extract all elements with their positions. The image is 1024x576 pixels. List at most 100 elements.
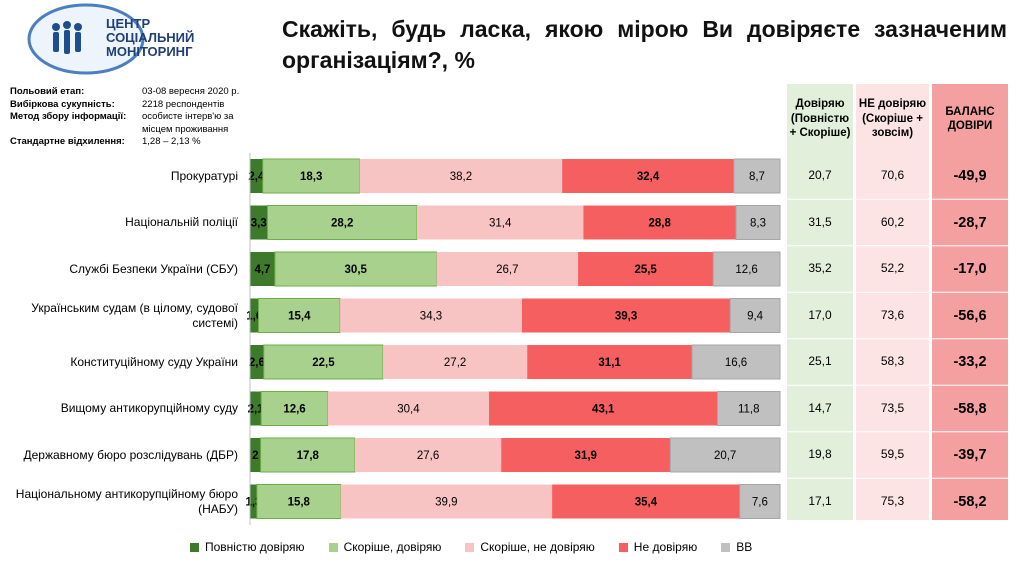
data-label-hard-to-say: 7,6	[752, 497, 768, 509]
bar-segment-rather-trust	[274, 251, 438, 287]
legend-label: Повністю довіряю	[205, 540, 305, 554]
data-label-rather-distrust: 38,2	[450, 171, 472, 183]
bar-segment-distrust	[521, 298, 731, 333]
meta-key: Вибіркова сукупність:	[10, 98, 115, 110]
category-label: Вищому антикорупційному суду	[60, 401, 238, 415]
distrust-total-cell: 73,5	[880, 400, 905, 415]
legend-item: ВВ	[721, 540, 752, 554]
data-label-rather-trust: 18,3	[300, 171, 322, 183]
bar-segment-distrust	[583, 205, 737, 240]
data-label-distrust: 28,8	[648, 218, 671, 230]
legend-swatch	[328, 542, 338, 552]
bar-segment-fully-trust	[250, 484, 257, 519]
balance-cell: -49,9	[953, 168, 987, 184]
bar-segment-rather-trust	[262, 158, 361, 194]
trust-total-cell: 14,7	[808, 400, 832, 415]
data-label-distrust: 35,4	[635, 497, 658, 509]
bar-segment-hard-to-say	[669, 437, 781, 473]
data-label-rather-distrust: 27,6	[417, 450, 439, 462]
balance-cell: -17,0	[953, 261, 987, 277]
meta-key: Стандартне відхилення:	[10, 136, 125, 148]
legend-swatch	[721, 542, 731, 552]
logo: ЦЕНТР СОЦІАЛЬНИЙ МОНІТОРИНГ	[27, 3, 194, 75]
balance-column-bg	[932, 84, 1008, 520]
data-label-rather-trust: 22,5	[312, 357, 335, 369]
distrust-column-bg	[856, 84, 929, 520]
bar-segment-fully-trust	[250, 345, 264, 379]
bar-segment-hard-to-say	[729, 298, 781, 333]
bar-segment-rather-trust	[260, 437, 356, 473]
data-label-hard-to-say: 11,8	[738, 404, 760, 416]
bar-segment-rather-trust	[263, 344, 384, 380]
bar-segment-rather-trust	[257, 298, 341, 333]
logo-line2: СОЦІАЛЬНИЙ	[106, 30, 194, 45]
data-label-distrust: 31,1	[598, 357, 621, 369]
bar-segment-hard-to-say	[735, 205, 781, 240]
balance-cell: -39,7	[953, 447, 987, 463]
bar-segment-rather-distrust	[416, 205, 584, 240]
data-label-rather-trust: 15,8	[288, 497, 311, 509]
balance-column-header: БАЛАНС ДОВІРИ	[945, 105, 995, 133]
distrust-total-cell: 59,5	[880, 447, 905, 461]
meta-key: Метод збору інформації:	[10, 111, 127, 123]
data-label-hard-to-say: 8,3	[750, 218, 766, 230]
category-label: Конституційному суду України	[70, 354, 238, 369]
bar-segment-fully-trust	[250, 298, 259, 333]
bar-segment-rather-distrust	[436, 252, 579, 286]
legend-item: Скоріше, не довіряю	[465, 540, 595, 554]
balance-cell: -56,6	[953, 307, 987, 324]
data-label-hard-to-say: 16,6	[725, 357, 747, 369]
distrust-total-cell: 70,6	[880, 168, 905, 182]
legend: Повністю довіряю Скоріше, довіряю Скоріше,…	[190, 540, 776, 554]
balance-cell: -28,7	[953, 214, 987, 231]
legend-item: Повністю довіряю	[190, 540, 305, 554]
survey-meta: Польовий етап: 03-08 вересня 2020 р. Вибі…	[10, 86, 262, 149]
bar-segment-distrust	[562, 159, 734, 193]
data-label-rather-distrust: 26,7	[496, 264, 518, 276]
category-label: Українським судам (в цілому, судової сис…	[31, 300, 238, 330]
balance-cell: -33,2	[953, 354, 987, 370]
bar-segment-distrust	[552, 484, 740, 519]
data-label-hard-to-say: 12,6	[735, 264, 757, 276]
bar-segment-rather-distrust	[327, 391, 490, 426]
trust-total-cell: 17,1	[808, 493, 832, 508]
category-label: Національному антикорупційному бюро (НАБ…	[15, 486, 238, 516]
data-label-distrust: 25,5	[634, 264, 657, 276]
data-label-distrust: 31,9	[575, 450, 597, 462]
category-label: Службі Безпеки України (СБУ)	[69, 261, 238, 276]
category-label: Національній поліції	[125, 215, 238, 229]
trust-total-cell: 17,0	[808, 307, 832, 322]
bar-segment-rather-trust	[260, 391, 329, 426]
bar-segment-distrust	[489, 391, 718, 426]
data-label-fully-trust: 2,6	[249, 357, 265, 369]
bar-segment-rather-distrust	[359, 159, 563, 193]
data-label-rather-distrust: 34,3	[420, 311, 442, 323]
category-label: Прокуратурі	[170, 168, 238, 183]
legend-label: Скоріше, не довіряю	[480, 540, 595, 554]
legend-item: Не довіряю	[618, 540, 698, 554]
data-label-fully-trust: 2,4	[248, 171, 265, 183]
bar-segment-fully-trust	[250, 438, 261, 472]
data-label-hard-to-say: 9,4	[747, 311, 764, 323]
data-label-rather-trust: 30,5	[345, 264, 368, 276]
logo-people-icon	[52, 21, 82, 54]
data-label-rather-distrust: 27,2	[444, 357, 466, 369]
balance-cell: -58,8	[953, 400, 987, 417]
data-label-hard-to-say: 20,7	[714, 450, 736, 462]
bar-segment-fully-trust	[250, 391, 262, 426]
bar-segment-hard-to-say	[691, 344, 781, 380]
logo-line3: МОНІТОРИНГ	[106, 44, 193, 59]
distrust-total-cell: 75,3	[880, 493, 905, 508]
bar-segment-rather-distrust	[383, 345, 528, 379]
bar-segment-fully-trust	[250, 205, 268, 240]
data-label-hard-to-say: 8,7	[749, 171, 765, 183]
bar-segment-rather-distrust	[354, 438, 502, 472]
legend-label: Не довіряю	[633, 540, 698, 554]
trust-total-cell: 25,1	[808, 354, 832, 368]
trust-total-cell: 20,7	[808, 168, 832, 182]
legend-swatch	[190, 542, 199, 552]
data-label-rather-trust: 12,6	[283, 404, 305, 416]
bar-segment-rather-trust	[266, 205, 418, 240]
distrust-total-cell: 73,6	[880, 307, 905, 322]
